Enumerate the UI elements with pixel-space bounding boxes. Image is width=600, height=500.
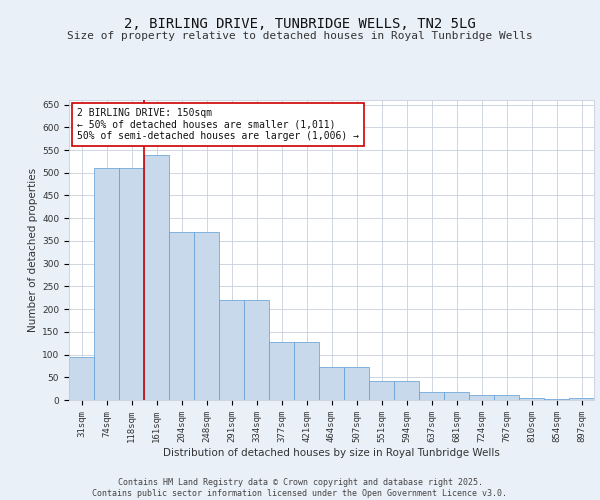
Bar xyxy=(319,368,344,400)
Y-axis label: Number of detached properties: Number of detached properties xyxy=(28,168,38,332)
Bar xyxy=(469,396,494,400)
Bar xyxy=(369,381,394,400)
Bar xyxy=(294,342,319,400)
Bar xyxy=(219,300,244,400)
Bar xyxy=(269,342,294,400)
X-axis label: Distribution of detached houses by size in Royal Tunbridge Wells: Distribution of detached houses by size … xyxy=(163,448,500,458)
Bar xyxy=(244,300,269,400)
Bar xyxy=(119,168,144,400)
Bar xyxy=(144,154,169,400)
Bar xyxy=(69,357,94,400)
Bar xyxy=(344,368,369,400)
Bar xyxy=(169,232,194,400)
Text: 2, BIRLING DRIVE, TUNBRIDGE WELLS, TN2 5LG: 2, BIRLING DRIVE, TUNBRIDGE WELLS, TN2 5… xyxy=(124,18,476,32)
Text: 2 BIRLING DRIVE: 150sqm
← 50% of detached houses are smaller (1,011)
50% of semi: 2 BIRLING DRIVE: 150sqm ← 50% of detache… xyxy=(77,108,359,140)
Bar xyxy=(544,399,569,400)
Bar xyxy=(494,396,519,400)
Bar xyxy=(569,398,594,400)
Text: Contains HM Land Registry data © Crown copyright and database right 2025.
Contai: Contains HM Land Registry data © Crown c… xyxy=(92,478,508,498)
Bar xyxy=(394,381,419,400)
Bar xyxy=(519,398,544,400)
Bar xyxy=(94,168,119,400)
Bar xyxy=(194,232,219,400)
Bar xyxy=(444,392,469,400)
Text: Size of property relative to detached houses in Royal Tunbridge Wells: Size of property relative to detached ho… xyxy=(67,31,533,41)
Bar xyxy=(419,392,444,400)
